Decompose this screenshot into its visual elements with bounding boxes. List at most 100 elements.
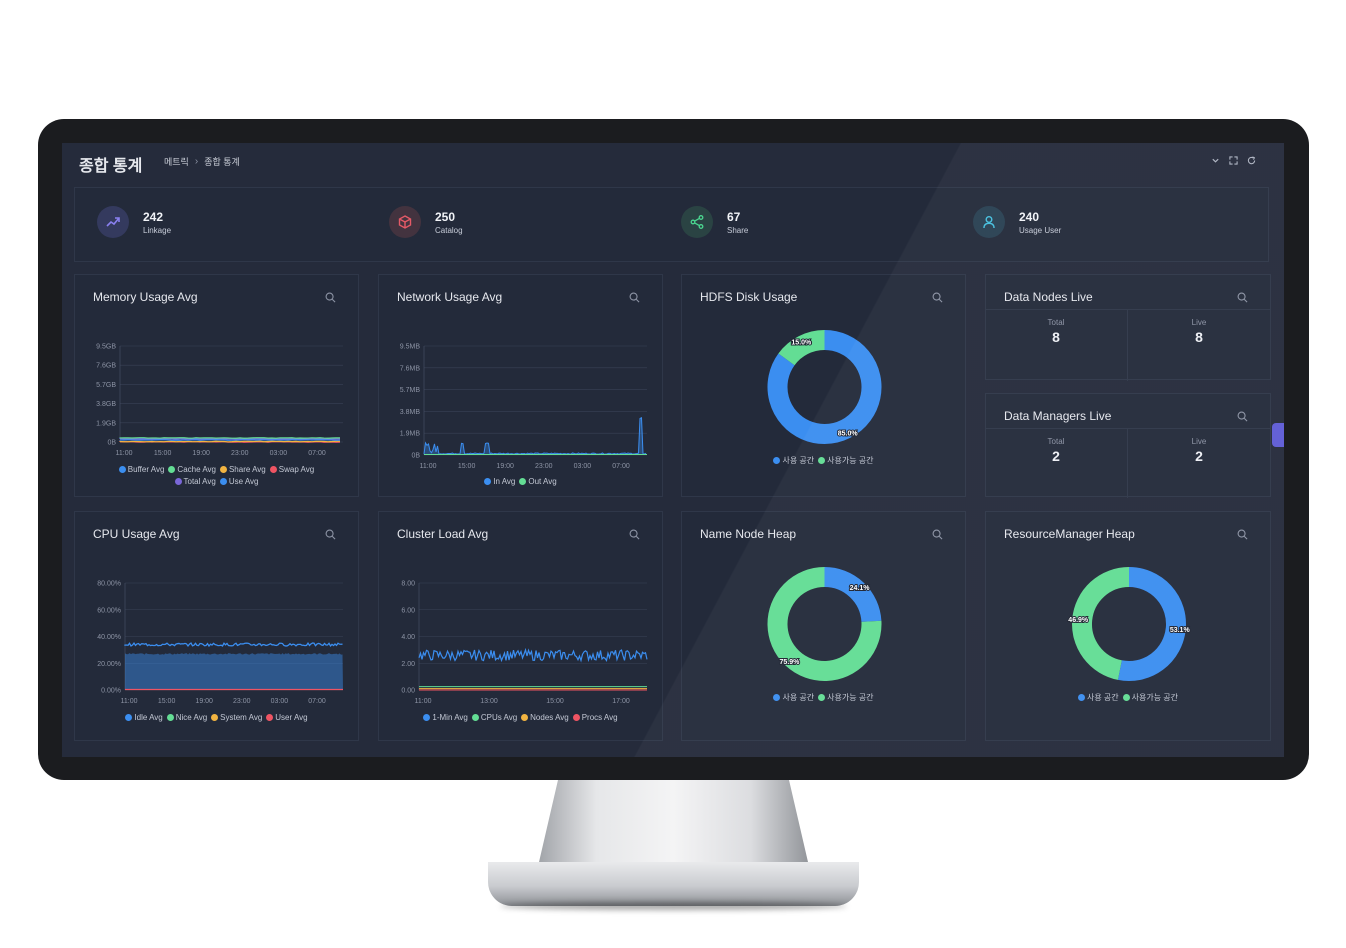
legend-label: Nice Avg (175, 713, 208, 722)
x-tick-label: 13:00 (480, 698, 498, 705)
search-icon[interactable] (1237, 411, 1248, 422)
search-icon[interactable] (629, 292, 640, 303)
legend-label: Cache Avg (177, 465, 216, 474)
slice-label: 85.0% (838, 430, 859, 437)
panel-cpu-usage: CPU Usage Avg 0.00% 20.00% 40.00% 60.00% 80.… (74, 511, 359, 741)
divider (986, 428, 1270, 429)
stat-label: Linkage (143, 225, 172, 235)
legend-item[interactable]: 사용 공간 (773, 455, 814, 467)
legend-item[interactable]: Share Avg (219, 464, 266, 476)
legend-item[interactable]: Nodes Avg (521, 712, 569, 724)
breadcrumb-item-metric[interactable]: 메트릭 (164, 157, 189, 167)
legend-swatch (125, 714, 133, 721)
series-area (424, 417, 647, 455)
x-tick-label: 11:00 (420, 463, 437, 470)
legend-item[interactable]: 1-Min Avg (423, 712, 468, 724)
legend-item[interactable]: Idle Avg (125, 712, 163, 724)
legend-swatch (168, 466, 176, 473)
legend-label: 사용가능 공간 (827, 693, 874, 702)
legend-swatch (266, 714, 274, 721)
monitor-neck (536, 780, 811, 875)
y-tick-label: 1.9MB (400, 431, 421, 438)
fullscreen-icon[interactable] (1229, 156, 1238, 165)
stat-label: Usage User (1019, 225, 1062, 235)
legend-swatch (1122, 694, 1130, 701)
legend-item[interactable]: System Avg (211, 712, 262, 724)
legend-item[interactable]: Use Avg (219, 476, 258, 488)
monitor-base (488, 862, 859, 906)
legend-item[interactable]: Cache Avg (168, 464, 216, 476)
search-icon[interactable] (932, 529, 943, 540)
live-value: 8 (1195, 329, 1203, 345)
refresh-icon[interactable] (1247, 156, 1256, 165)
legend-swatch (484, 478, 492, 485)
search-icon[interactable] (1237, 292, 1248, 303)
legend-item[interactable]: 사용가능 공간 (818, 692, 874, 704)
legend-label: 사용 공간 (782, 693, 815, 702)
search-icon[interactable] (1237, 529, 1248, 540)
legend-item[interactable]: 사용가능 공간 (1122, 692, 1178, 704)
legend-item[interactable]: Buffer Avg (118, 464, 164, 476)
slice-label: 46.9% (1068, 617, 1089, 624)
total-label: Total (1047, 437, 1065, 446)
legend-label: 사용가능 공간 (827, 456, 874, 465)
panel-title: Memory Usage Avg (93, 290, 198, 304)
stat-usage-user[interactable]: 240 Usage User (973, 206, 1061, 238)
legend-item[interactable]: Swap Avg (269, 464, 315, 476)
legend-item[interactable]: CPUs Avg (471, 712, 517, 724)
legend-swatch (773, 457, 781, 464)
x-tick-label: 03:00 (574, 463, 592, 470)
monitor-shadow (500, 902, 847, 910)
panel-cluster-load: Cluster Load Avg 0.00 2.00 4.00 6.00 8.00 11:… (378, 511, 663, 741)
legend-item[interactable]: 사용 공간 (773, 692, 814, 704)
hdfs-legend: 사용 공간 사용가능 공간 (682, 455, 965, 467)
x-tick-label: 15:00 (546, 698, 564, 705)
legend-item[interactable]: 사용 공간 (1077, 692, 1119, 704)
stat-value: 250 (435, 209, 456, 224)
panel-title: ResourceManager Heap (1004, 527, 1135, 541)
legend-item[interactable]: 사용가능 공간 (818, 455, 874, 467)
legend-item[interactable]: Total Avg (174, 476, 216, 488)
legend-item[interactable]: Out Avg (519, 476, 557, 488)
panel-data-managers-live: Data Managers Live Total 2 Live 2 (985, 393, 1271, 498)
legend-label: Share Avg (228, 465, 266, 474)
legend-label: Swap Avg (278, 465, 315, 474)
series-line (418, 647, 648, 663)
donut-slice (767, 567, 882, 681)
legend-item[interactable]: In Avg (484, 476, 515, 488)
panel-title: Cluster Load Avg (397, 527, 489, 541)
y-tick-label: 0.00% (101, 688, 121, 695)
y-tick-label: 7.6MB (400, 365, 421, 372)
legend-item[interactable]: User Avg (266, 712, 308, 724)
legend-item[interactable]: Nice Avg (166, 712, 208, 724)
chevron-down-icon[interactable] (1211, 156, 1220, 165)
resourcemanager-donut-chart: 53.1% 46.9% (1067, 567, 1191, 681)
x-tick-label: 19:00 (192, 450, 210, 457)
legend-item[interactable]: Procs Avg (572, 712, 618, 724)
data-managers-live: Live 2 (1129, 427, 1269, 497)
legend-label: Total Avg (183, 477, 216, 486)
x-tick-label: 11:00 (121, 698, 138, 705)
search-icon[interactable] (629, 529, 640, 540)
donut-slice (1117, 567, 1186, 681)
stat-catalog[interactable]: 250 Catalog (389, 206, 463, 238)
y-tick-label: 8.00 (401, 581, 415, 588)
x-tick-label: 03:00 (271, 698, 289, 705)
donut-slice (778, 330, 826, 366)
search-icon[interactable] (932, 292, 943, 303)
stat-linkage[interactable]: 242 Linkage (97, 206, 171, 238)
trend-up-icon (97, 206, 129, 238)
panel-resourcemanager-heap: ResourceManager Heap 53.1% 46.9% 사용 공간 사용가… (985, 511, 1271, 741)
data-nodes-live: Live 8 (1129, 308, 1269, 378)
x-tick-label: 03:00 (270, 450, 288, 457)
side-drawer-tab[interactable] (1272, 423, 1284, 447)
y-tick-label: 60.00% (97, 607, 121, 614)
search-icon[interactable] (325, 292, 336, 303)
search-icon[interactable] (325, 529, 336, 540)
slice-label: 24.1% (850, 585, 871, 592)
x-tick-label: 07:00 (612, 463, 630, 470)
y-tick-label: 2.00 (401, 661, 415, 668)
stat-share[interactable]: 67 Share (681, 206, 748, 238)
series-line (124, 641, 343, 648)
total-label: Total (1047, 318, 1065, 327)
